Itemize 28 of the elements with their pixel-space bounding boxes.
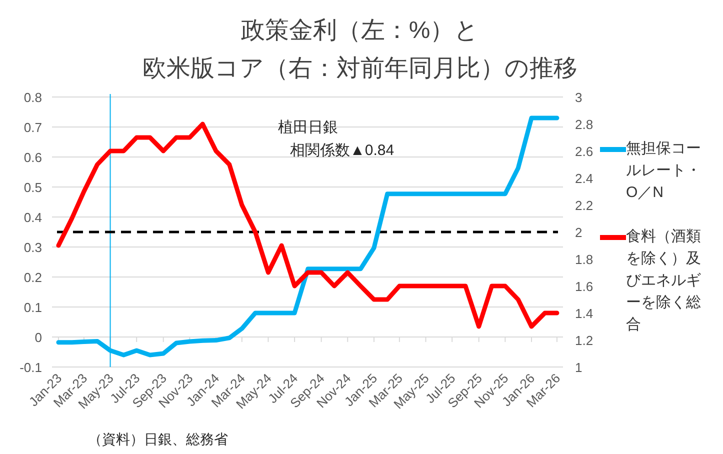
text: （資料）日銀、総務省 — [88, 431, 228, 447]
legend-label: 無担保コールレート・O／N — [626, 139, 702, 203]
y2-tick-label: 2.2 — [575, 198, 594, 213]
y-tick-label: 0 — [34, 330, 42, 345]
y2-tick-label: 1.2 — [575, 333, 594, 348]
y-tick-label: 0.1 — [24, 300, 42, 315]
y-tick-label: 0.5 — [24, 180, 42, 195]
y2-tick-label: 1.6 — [575, 279, 594, 294]
y2-tick-label: 2.6 — [575, 144, 594, 159]
chart-title: 政策金利（左：%）と — [240, 17, 480, 44]
y-tick-label: -0.1 — [20, 360, 42, 375]
annotation: 相関係数▲0.84 — [290, 142, 394, 159]
y-tick-label: 0.3 — [24, 240, 42, 255]
y-tick-label: 0.7 — [24, 120, 42, 135]
y-tick-label: 0.4 — [24, 210, 42, 225]
y-tick-label: 0.8 — [24, 90, 42, 105]
y-tick-label: 0.2 — [24, 270, 42, 285]
legend-label: 食料（酒類を除く）及びエネルギーを除く総合 — [626, 227, 702, 335]
y2-tick-label: 2.4 — [575, 171, 594, 186]
y2-tick-label: 3 — [575, 90, 582, 105]
chart-subtitle: 欧米版コア（右：対前年同月比）の推移 — [142, 55, 578, 82]
annotation: 植田日銀 — [278, 119, 338, 136]
y2-tick-label: 1.4 — [575, 306, 594, 321]
y2-tick-label: 1.8 — [575, 252, 594, 267]
y2-tick-label: 1 — [575, 360, 582, 375]
y2-tick-label: 2 — [575, 225, 582, 240]
y-tick-label: 0.6 — [24, 150, 42, 165]
y2-tick-label: 2.8 — [575, 117, 594, 132]
